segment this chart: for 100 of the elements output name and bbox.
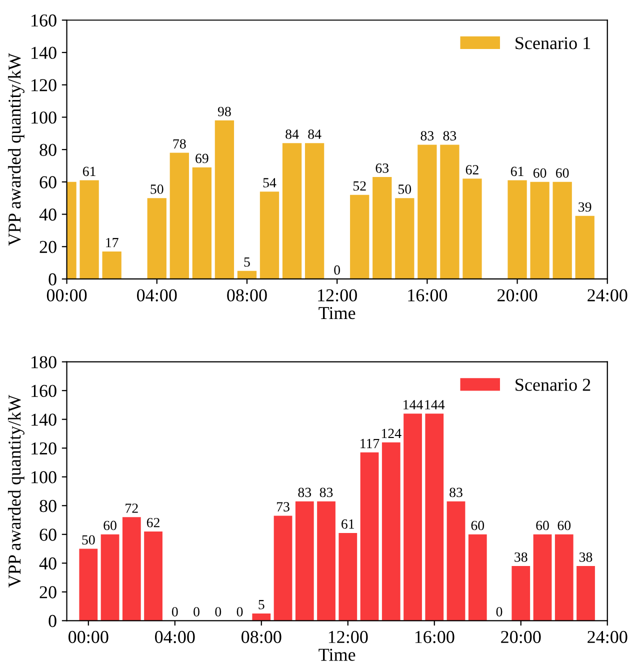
data-label: 0 xyxy=(215,607,222,616)
bar xyxy=(440,144,460,279)
y-tick-label: 140 xyxy=(32,46,56,59)
data-label: 5 xyxy=(258,600,264,610)
bar xyxy=(395,198,414,279)
y-tick-label: 120 xyxy=(32,79,56,92)
bar xyxy=(462,178,482,279)
bar xyxy=(214,120,234,279)
data-label: 61 xyxy=(342,519,354,529)
x-tick-label: 08:00 xyxy=(242,630,282,644)
y-tick-label: 60 xyxy=(40,528,56,541)
data-label: 60 xyxy=(471,520,484,530)
x-tick-label: 00:00 xyxy=(46,289,87,302)
bar xyxy=(350,194,370,279)
bar xyxy=(295,501,314,621)
x-tick-label: 12:00 xyxy=(328,630,368,644)
data-label: 50 xyxy=(398,184,412,194)
data-label: 98 xyxy=(218,106,231,116)
data-label: 38 xyxy=(579,552,592,562)
bar xyxy=(552,182,572,279)
x-tick-label: 20:00 xyxy=(501,630,541,644)
data-label: 83 xyxy=(320,488,333,498)
bar xyxy=(382,442,400,621)
bar xyxy=(446,501,466,621)
data-label: 83 xyxy=(420,131,434,140)
y-tick-label: 40 xyxy=(39,208,56,221)
data-label: 60 xyxy=(558,520,571,530)
x-tick-label: 16:00 xyxy=(408,289,448,302)
x-tick-label: 08:00 xyxy=(227,289,267,302)
bar xyxy=(147,198,166,279)
y-tick-label: 160 xyxy=(32,14,56,27)
bar xyxy=(304,143,324,279)
x-tick-label: 24:00 xyxy=(588,289,628,302)
bar xyxy=(404,414,422,621)
legend-label: Scenario 1 xyxy=(516,37,590,50)
bar xyxy=(575,216,594,279)
y-tick-label: 80 xyxy=(40,500,56,512)
data-label: 50 xyxy=(82,535,95,545)
x-tick-label: 04:00 xyxy=(137,289,177,302)
y-tick-label: 80 xyxy=(40,144,56,156)
x-tick-label: 20:00 xyxy=(498,289,538,302)
y-tick-label: 180 xyxy=(32,356,56,368)
x-tick-label: 00:00 xyxy=(68,630,108,644)
data-label: 84 xyxy=(308,130,322,139)
data-label: 0 xyxy=(236,607,243,616)
bar xyxy=(317,501,336,621)
data-label: 0 xyxy=(334,265,340,275)
data-label: 38 xyxy=(514,552,528,562)
data-label: 39 xyxy=(578,202,592,212)
bar xyxy=(372,177,392,279)
y-tick-label: 0 xyxy=(48,614,56,628)
bar xyxy=(425,414,444,621)
bar xyxy=(418,144,437,279)
data-label: 52 xyxy=(353,181,366,191)
y-axis-title: VPP awarded quantity/kW xyxy=(8,394,24,588)
data-label: 83 xyxy=(450,488,462,498)
data-label: 124 xyxy=(382,428,402,438)
data-label: 54 xyxy=(263,178,276,188)
data-label: 5 xyxy=(244,257,250,267)
bar xyxy=(533,534,552,621)
y-tick-label: 40 xyxy=(39,557,56,570)
bar xyxy=(260,192,280,279)
bar xyxy=(360,452,379,621)
data-label: 72 xyxy=(126,504,138,513)
data-label: 60 xyxy=(536,520,549,530)
bar xyxy=(80,180,99,279)
bar xyxy=(554,534,574,621)
data-label: 61 xyxy=(82,166,96,176)
data-label: 78 xyxy=(173,139,186,149)
bar xyxy=(338,532,358,621)
data-label: 69 xyxy=(196,154,208,164)
bar xyxy=(100,534,120,621)
bar xyxy=(274,516,292,621)
data-label: 144 xyxy=(425,400,445,410)
bar xyxy=(512,566,530,621)
bar xyxy=(508,180,527,279)
data-label: 83 xyxy=(443,131,456,140)
bar xyxy=(144,532,162,621)
x-axis-title: Time xyxy=(318,307,356,320)
y-tick-label: 120 xyxy=(32,442,56,455)
y-tick-label: 0 xyxy=(48,273,56,286)
bar xyxy=(237,270,257,279)
data-label: 63 xyxy=(376,164,389,173)
bar xyxy=(576,566,595,621)
y-tick-label: 20 xyxy=(40,586,56,598)
x-tick-label: 04:00 xyxy=(155,630,195,644)
y-tick-label: 100 xyxy=(32,471,56,484)
y-axis-title: VPP awarded quantity/kW xyxy=(8,53,24,246)
x-tick-label: 24:00 xyxy=(588,630,628,644)
y-tick-label: 60 xyxy=(40,176,56,188)
y-tick-label: 160 xyxy=(32,384,56,398)
bar xyxy=(79,548,98,621)
data-label: 62 xyxy=(146,518,160,528)
bar xyxy=(282,143,302,279)
data-label: 17 xyxy=(106,238,118,248)
data-label: 83 xyxy=(298,488,312,498)
bar xyxy=(530,182,550,279)
y-tick-label: 20 xyxy=(40,240,56,254)
bar xyxy=(170,152,189,279)
bar xyxy=(468,534,487,621)
